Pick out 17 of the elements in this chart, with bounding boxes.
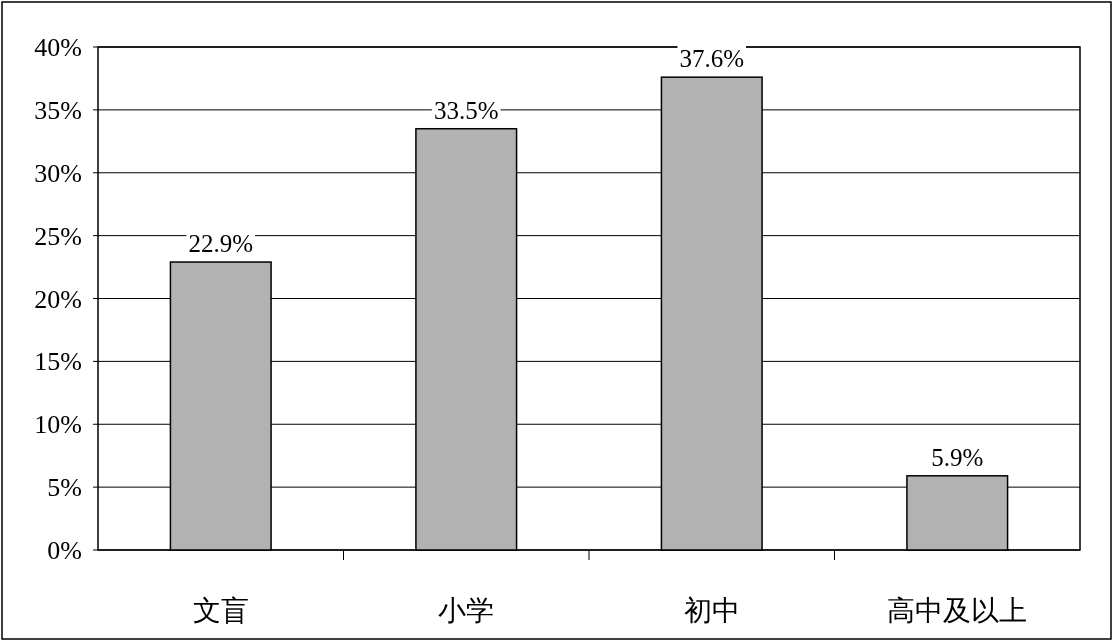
y-tick-label: 35% [34,95,82,125]
y-tick-label: 5% [47,473,82,503]
data-label: 37.6% [679,45,745,73]
x-tick-label: 小学 [438,595,495,626]
y-tick-label: 15% [34,347,82,377]
x-tick-label: 文盲 [192,595,249,626]
y-tick-label: 25% [34,221,82,251]
y-tick-label: 20% [34,284,82,314]
y-tick-label: 30% [34,158,82,188]
x-tick-label: 高中及以上 [887,595,1028,626]
data-label: 33.5% [433,96,499,124]
x-tick-label: 初中 [683,595,740,626]
y-tick-label: 40% [34,33,82,62]
data-label: 22.9% [188,230,254,258]
y-tick-label: 0% [47,536,82,565]
y-tick-label: 10% [34,410,82,440]
data-label: 5.9% [931,443,984,471]
